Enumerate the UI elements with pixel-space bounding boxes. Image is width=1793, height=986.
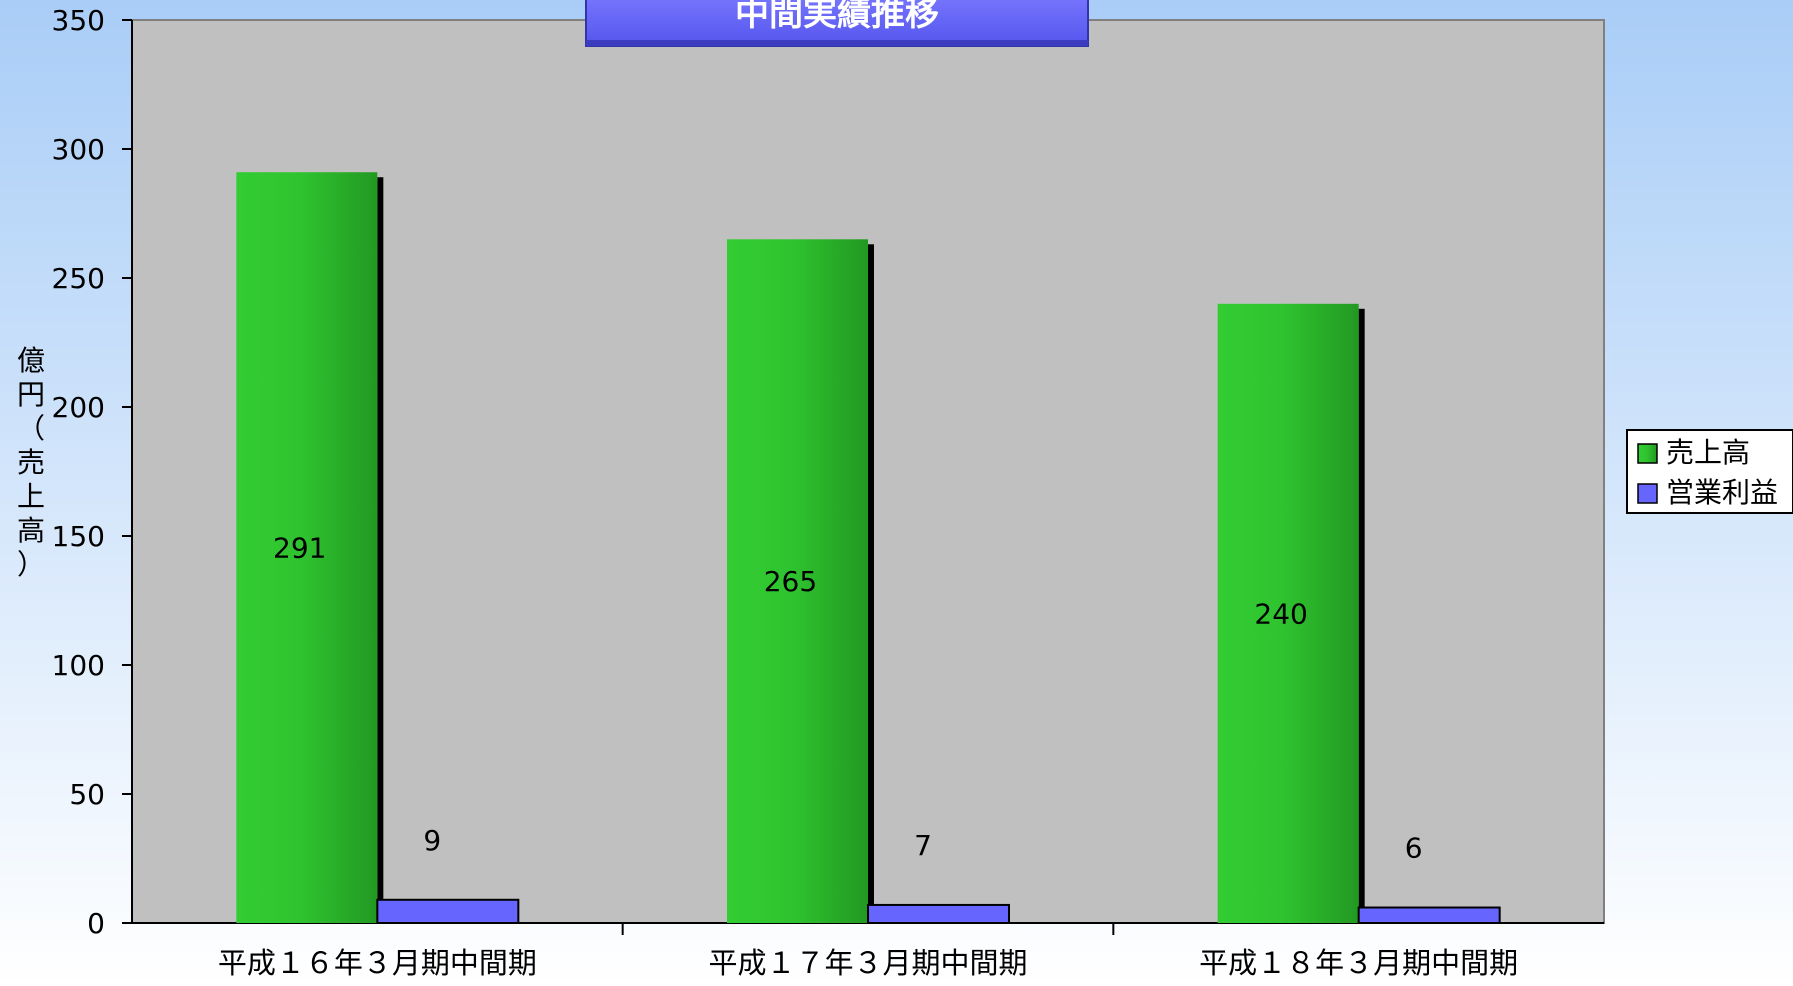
- bars: [236, 172, 1501, 925]
- x-category-label: 平成１８年３月期中間期: [1199, 946, 1518, 980]
- chart-title-banner: 中間実績推移: [585, 0, 1089, 47]
- data-label: 265: [764, 565, 817, 598]
- x-category-label: 平成１７年３月期中間期: [708, 946, 1027, 980]
- y-axis-label-char: 億: [17, 344, 45, 377]
- bar-1-sales: [236, 172, 378, 924]
- y-axis-label-char: 円: [17, 378, 45, 411]
- y-tick-label: 150: [52, 520, 105, 553]
- bar-shadow: [1358, 308, 1365, 923]
- data-label: 291: [273, 532, 326, 565]
- bar-shadow: [377, 177, 384, 924]
- bar-2-operating-profit: [867, 903, 1010, 925]
- bar-3-operating-profit: [1357, 906, 1501, 925]
- chart-title: 中間実績推移: [735, 0, 939, 34]
- data-label: 6: [1405, 832, 1423, 865]
- labels: 291 9 平成１６年３月期中間期 265 7 平成１７年３月期中間期 240 6 平成１８年３…: [218, 532, 1518, 980]
- y-tick-label: 100: [52, 649, 105, 682]
- data-label: 7: [914, 829, 932, 862]
- x-category-label: 平成１６年３月期中間期: [218, 946, 537, 980]
- bar-3-sales: [1217, 303, 1359, 923]
- y-axis-label-char: 高: [17, 514, 45, 547]
- legend-swatch: [1637, 483, 1658, 504]
- legend-swatch: [1637, 443, 1658, 464]
- data-label: 9: [423, 824, 441, 857]
- data-label: 240: [1254, 597, 1307, 630]
- legend-label: 営業利益: [1666, 476, 1778, 509]
- bar-1-operating-profit: [376, 898, 520, 925]
- y-tick-label: 250: [52, 262, 105, 295]
- y-axis-label-char: ）: [17, 548, 45, 581]
- legend-label: 売上高: [1666, 436, 1750, 469]
- y-tick-label: 200: [52, 391, 105, 424]
- axes: 0 50 100 150 200 250 300 350: [52, 4, 1604, 940]
- y-tick-label: 300: [52, 133, 105, 166]
- bar-2-sales: [727, 239, 868, 924]
- y-tick-label: 50: [69, 778, 105, 811]
- y-axis-label-char: 上: [17, 480, 45, 513]
- y-axis-label: 億円（売上高）: [17, 344, 45, 581]
- y-axis-label-char: 売: [17, 446, 45, 479]
- bar-shadow: [868, 244, 874, 924]
- y-axis-label-char: （: [17, 412, 45, 445]
- y-tick-label: 350: [52, 4, 105, 37]
- y-tick-label: 0: [87, 907, 105, 940]
